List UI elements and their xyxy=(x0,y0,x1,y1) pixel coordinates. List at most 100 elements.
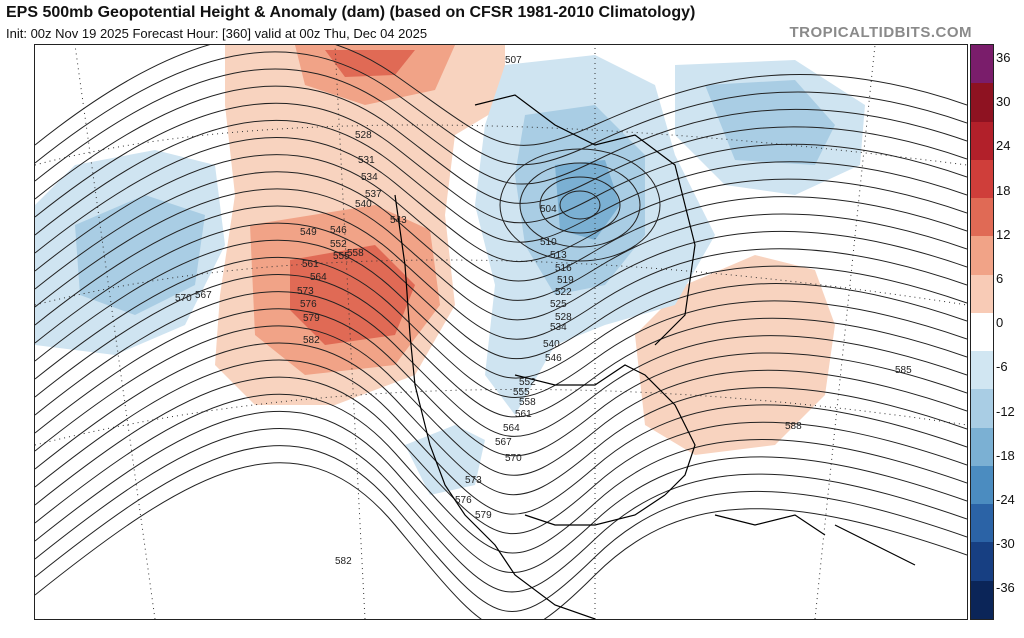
colorbar-label: 0 xyxy=(996,315,1004,331)
colorbar xyxy=(970,44,994,620)
height-contour-line xyxy=(35,222,967,360)
contour-label: 516 xyxy=(555,263,572,274)
low-contour-ring xyxy=(559,190,601,220)
height-contour-line xyxy=(35,393,967,554)
height-contour-line xyxy=(35,273,967,418)
height-contour-line xyxy=(35,325,967,476)
contour-label: 540 xyxy=(355,199,372,210)
chart-subtitle: Init: 00z Nov 19 2025 Forecast Hour: [36… xyxy=(6,26,428,41)
height-contour-line xyxy=(35,205,967,340)
height-contour-line xyxy=(35,68,967,185)
anomaly-shading xyxy=(35,45,865,495)
contour-label: 567 xyxy=(495,437,512,448)
contour-label: 531 xyxy=(358,155,375,166)
colorbar-segment xyxy=(971,389,993,429)
colorbar-label: 12 xyxy=(996,226,1011,242)
height-contour-line xyxy=(35,188,967,321)
height-contours xyxy=(35,45,967,619)
contour-label: 576 xyxy=(455,495,472,506)
colorbar-segment xyxy=(971,542,993,582)
contour-label: 564 xyxy=(310,272,327,283)
contour-label: 549 xyxy=(300,227,317,238)
height-contour-line xyxy=(35,171,967,301)
map-panel: 507 528 531 534 537 540 543 546 549 552 555 558 561 5… xyxy=(34,44,968,620)
height-contour-line xyxy=(35,410,967,573)
colorbar-segment xyxy=(971,236,993,276)
contour-label: 552 xyxy=(519,377,536,388)
contour-label: 534 xyxy=(361,172,378,183)
map-canvas: 5075285315345375405435465495525555585615… xyxy=(35,45,967,619)
height-contour-line xyxy=(35,308,967,457)
contour-labels: 5075285315345375405435465495525555585615… xyxy=(175,55,912,567)
coastlines xyxy=(394,94,916,619)
height-contour-line xyxy=(35,239,967,379)
colorbar-label: -18 xyxy=(996,447,1015,463)
colorbar-segment xyxy=(971,351,993,390)
colorbar-label: -30 xyxy=(996,536,1015,552)
colorbar-label: 6 xyxy=(996,271,1004,286)
colorbar-segment xyxy=(971,83,993,123)
contour-label: 561 xyxy=(515,409,532,420)
low-contour-ring xyxy=(499,148,661,262)
colorbar-segment xyxy=(971,274,993,314)
height-contour-line xyxy=(35,359,967,515)
colorbar-segment xyxy=(971,198,993,237)
colorbar-label: -6 xyxy=(996,359,1008,375)
colorbar-label: 30 xyxy=(996,94,1011,110)
contour-label: 519 xyxy=(557,275,574,286)
low-contour-ring xyxy=(539,176,621,234)
contour-label: 528 xyxy=(555,312,572,323)
contour-label: 573 xyxy=(465,475,482,486)
colorbar-label: -24 xyxy=(996,492,1015,507)
height-contour-line xyxy=(35,51,967,166)
negative-anomaly-pacific-mid xyxy=(75,195,205,315)
height-contour-line xyxy=(35,342,967,496)
height-contour-line xyxy=(35,136,967,263)
colorbar-label: -12 xyxy=(996,403,1015,419)
colorbar-segment xyxy=(971,121,993,161)
contour-label: 585 xyxy=(895,365,912,376)
contour-label: 528 xyxy=(355,130,372,141)
contour-label: 537 xyxy=(365,189,382,200)
height-contour-line xyxy=(35,102,967,224)
contour-label: 576 xyxy=(300,299,317,310)
height-contour-line xyxy=(35,291,967,437)
contour-label: 510 xyxy=(540,237,557,248)
colorbar-segment xyxy=(971,312,993,352)
colorbar-label: -36 xyxy=(996,580,1015,596)
chart-title: EPS 500mb Geopotential Height & Anomaly … xyxy=(6,4,696,21)
contour-label: 579 xyxy=(303,313,320,324)
height-contour-line xyxy=(35,427,967,593)
negative-anomaly-greenland-mid xyxy=(705,80,835,165)
contour-label: 567 xyxy=(195,290,212,301)
negative-anomaly-canada-strong xyxy=(555,160,620,240)
contour-label: 558 xyxy=(347,248,364,259)
contour-label: 540 xyxy=(543,339,560,350)
low-contour-ring xyxy=(519,162,641,248)
contour-label: 504 xyxy=(540,204,557,215)
colorbar-label: 24 xyxy=(996,138,1011,154)
contour-label: 552 xyxy=(330,239,347,250)
height-contour-line xyxy=(35,445,967,612)
colorbar-segment xyxy=(971,45,993,84)
contour-label: 558 xyxy=(519,397,536,408)
contour-label: 513 xyxy=(550,250,567,261)
colorbar-label: 36 xyxy=(996,50,1011,65)
height-contour-line xyxy=(35,45,967,146)
contour-label: 546 xyxy=(330,225,347,236)
contour-label: 561 xyxy=(302,259,319,270)
height-contour-line xyxy=(35,376,967,535)
colorbar-segment xyxy=(971,504,993,543)
contour-label: 543 xyxy=(390,215,407,226)
contour-label: 570 xyxy=(505,453,522,464)
height-contour-line xyxy=(35,256,967,398)
height-contour-line xyxy=(35,462,967,619)
colorbar-segment xyxy=(971,465,993,505)
contour-label: 555 xyxy=(333,251,350,262)
height-contour-line xyxy=(35,119,967,243)
contour-label: 507 xyxy=(505,55,522,66)
contour-label: 573 xyxy=(297,286,314,297)
positive-anomaly-west-strong xyxy=(290,245,415,345)
contour-label: 546 xyxy=(545,353,562,364)
colorbar-segment xyxy=(971,580,993,620)
